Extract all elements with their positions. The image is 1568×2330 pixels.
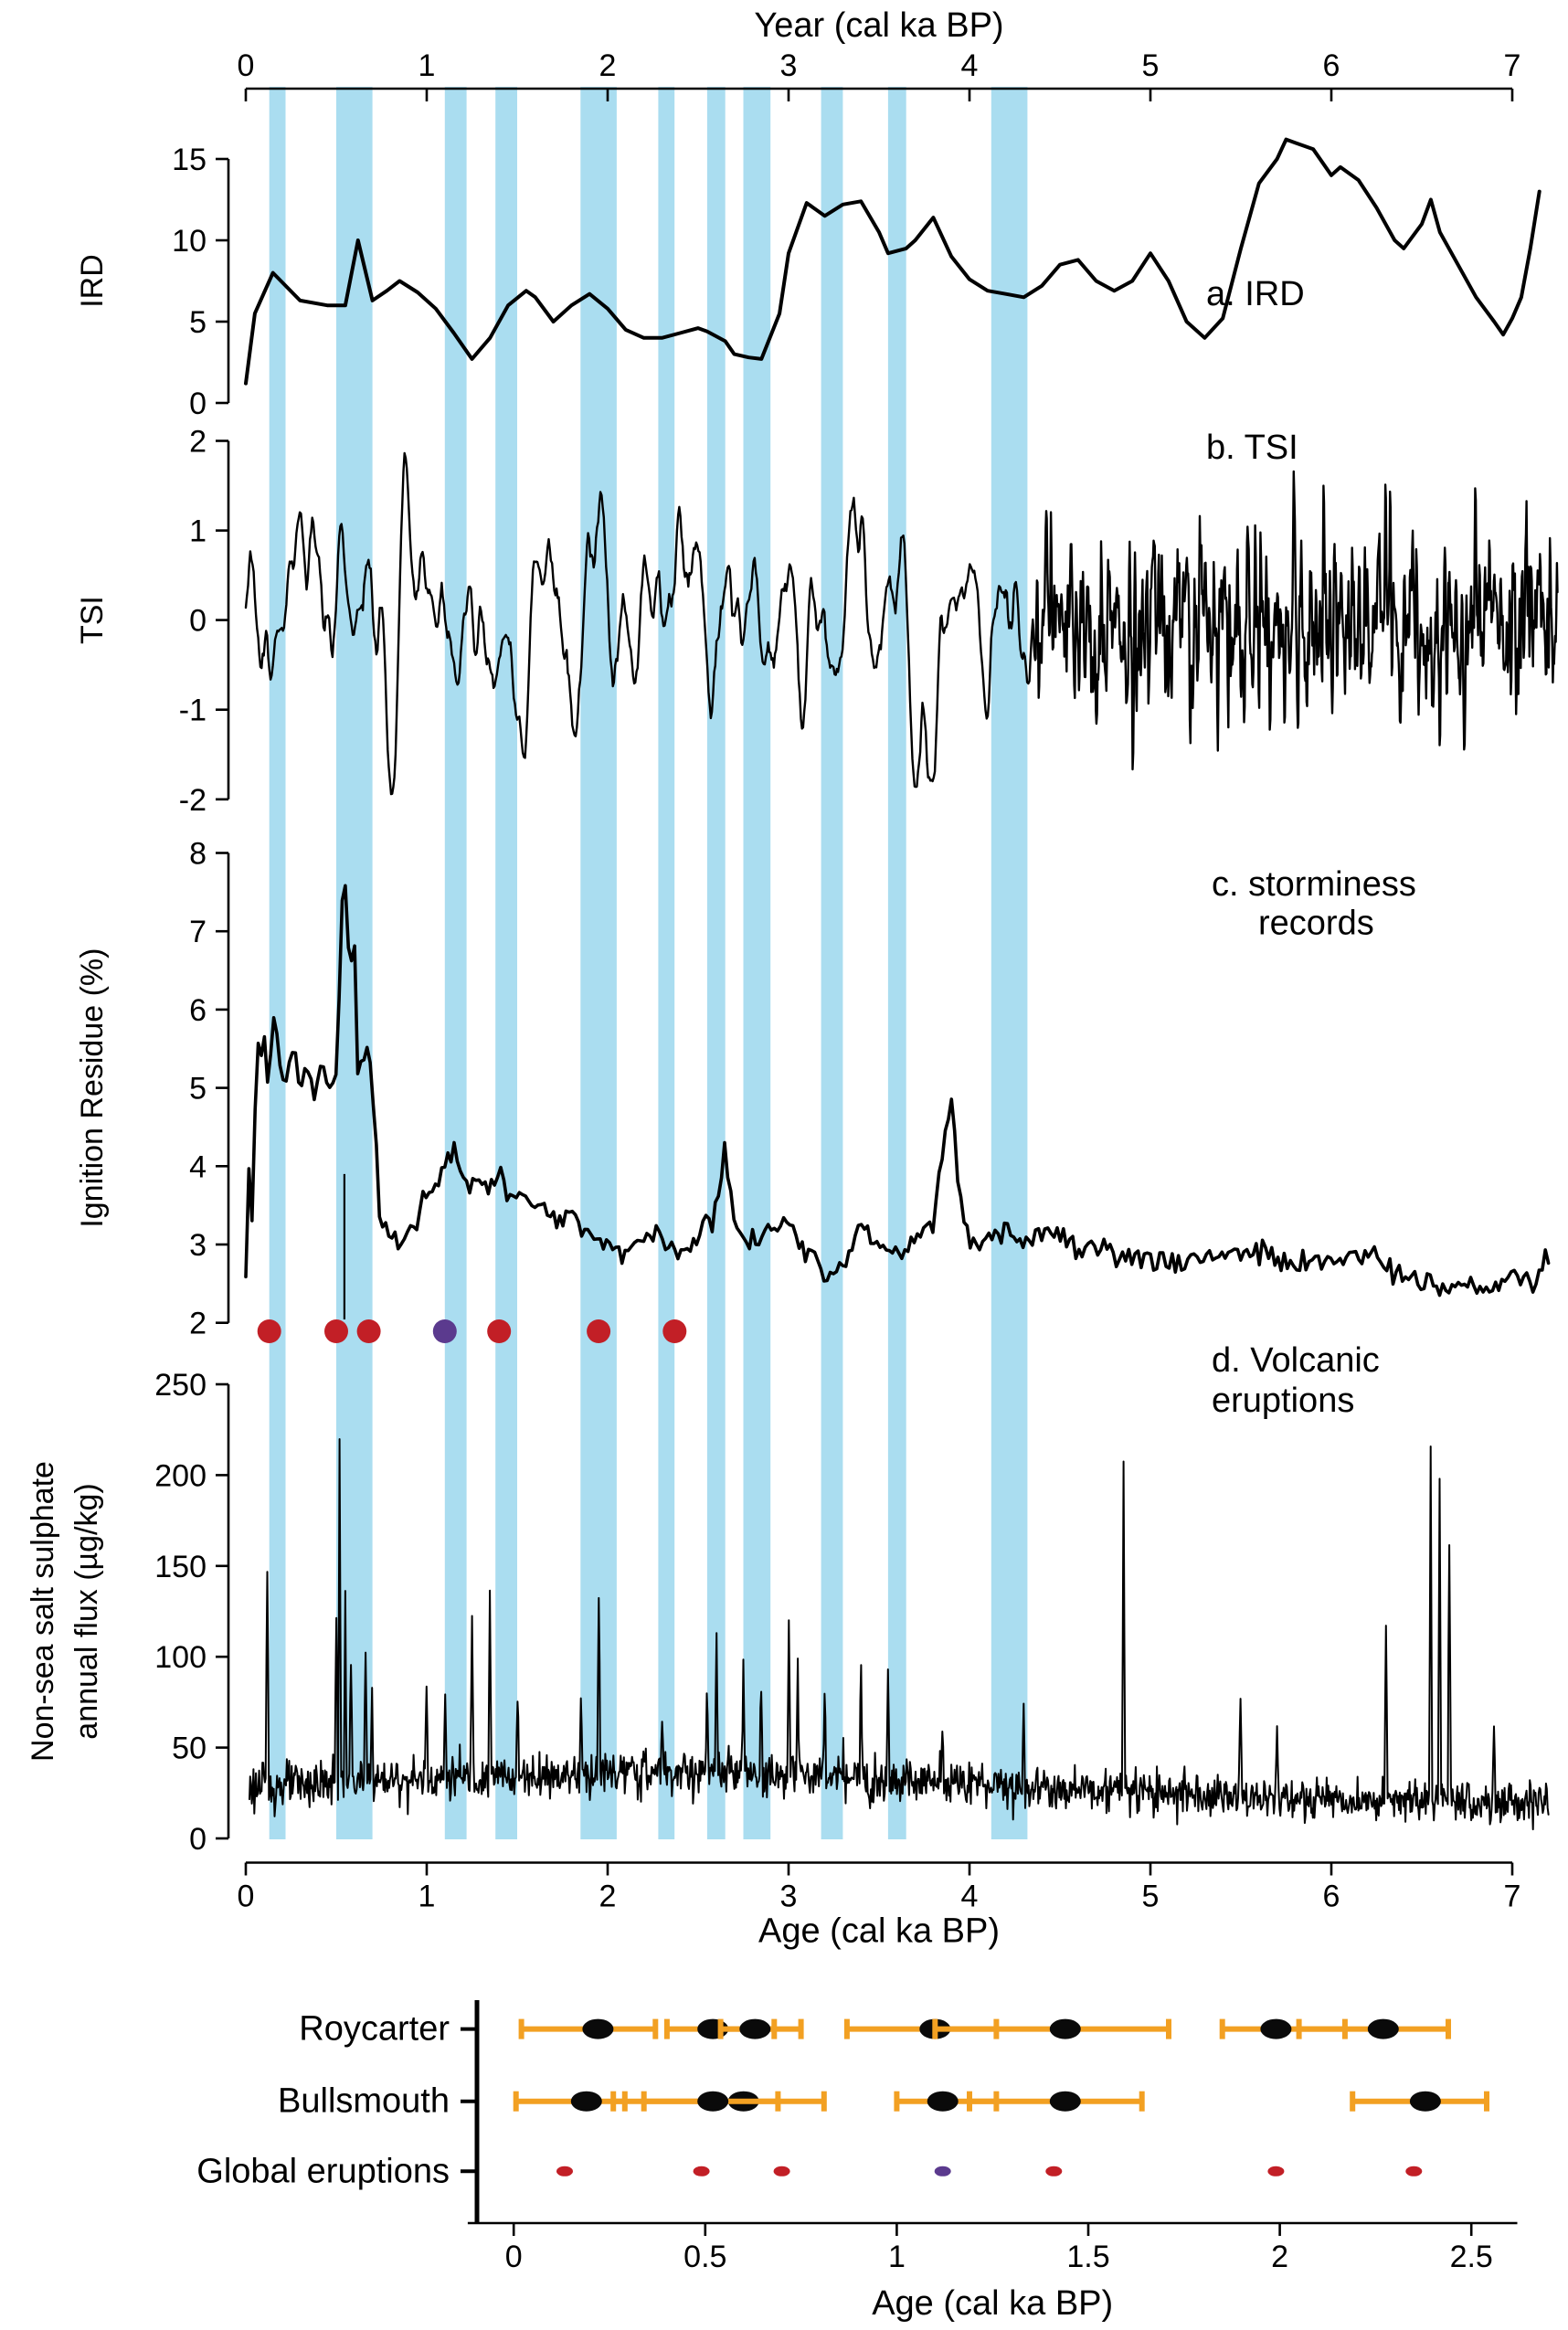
svg-text:-2: -2 [179, 783, 207, 818]
svg-text:6: 6 [1323, 1880, 1340, 1914]
svg-text:1: 1 [418, 48, 436, 83]
svg-text:0: 0 [189, 1822, 207, 1857]
svg-text:2: 2 [599, 1880, 617, 1914]
svg-text:IRD: IRD [75, 254, 110, 308]
svg-text:2: 2 [1271, 2240, 1288, 2274]
svg-text:0: 0 [238, 48, 255, 83]
svg-text:Bullsmouth: Bullsmouth [278, 2082, 450, 2121]
svg-text:d. Volcanic: d. Volcanic [1212, 1341, 1380, 1380]
svg-text:3: 3 [189, 1228, 207, 1263]
svg-text:2: 2 [599, 48, 617, 83]
svg-text:0: 0 [189, 604, 207, 639]
svg-text:annual flux (µg/kg): annual flux (µg/kg) [69, 1483, 104, 1739]
svg-text:4: 4 [961, 1880, 979, 1914]
svg-text:a. IRD: a. IRD [1206, 275, 1305, 313]
svg-text:0: 0 [505, 2240, 523, 2274]
svg-text:b. TSI: b. TSI [1206, 429, 1298, 467]
svg-text:eruptions: eruptions [1212, 1382, 1354, 1420]
svg-text:2: 2 [189, 425, 207, 460]
svg-text:6: 6 [1323, 48, 1340, 83]
svg-text:Year (cal ka BP): Year (cal ka BP) [754, 6, 1003, 45]
svg-text:2.5: 2.5 [1450, 2240, 1493, 2274]
svg-text:4: 4 [189, 1149, 207, 1184]
svg-text:150: 150 [154, 1550, 207, 1584]
svg-text:Age (cal ka BP): Age (cal ka BP) [758, 1912, 1000, 1951]
svg-text:50: 50 [172, 1732, 207, 1766]
svg-text:8: 8 [189, 837, 207, 872]
svg-text:7: 7 [189, 915, 207, 949]
svg-text:TSI: TSI [75, 596, 110, 644]
svg-text:200: 200 [154, 1458, 207, 1493]
svg-text:7: 7 [1504, 1880, 1521, 1914]
svg-text:Ignition Residue (%): Ignition Residue (%) [75, 948, 110, 1228]
svg-text:Roycarter: Roycarter [299, 2010, 450, 2049]
svg-text:Global eruptions: Global eruptions [196, 2152, 450, 2190]
svg-text:100: 100 [154, 1640, 207, 1675]
svg-text:10: 10 [172, 224, 207, 259]
svg-text:1: 1 [888, 2240, 906, 2274]
svg-text:5: 5 [189, 1072, 207, 1107]
svg-text:-1: -1 [179, 694, 207, 728]
svg-text:5: 5 [1142, 1880, 1160, 1914]
svg-text:Age (cal ka BP): Age (cal ka BP) [872, 2284, 1113, 2323]
svg-text:5: 5 [189, 305, 207, 340]
svg-text:3: 3 [780, 48, 798, 83]
svg-text:1: 1 [189, 514, 207, 549]
svg-text:1: 1 [418, 1880, 436, 1914]
svg-text:6: 6 [189, 993, 207, 1028]
svg-text:c. storminess: c. storminess [1212, 865, 1416, 904]
svg-text:7: 7 [1504, 48, 1521, 83]
svg-text:4: 4 [961, 48, 979, 83]
svg-text:0: 0 [189, 387, 207, 421]
svg-text:0.5: 0.5 [683, 2240, 726, 2274]
svg-text:0: 0 [238, 1880, 255, 1914]
svg-text:15: 15 [172, 143, 207, 177]
svg-text:records: records [1258, 905, 1374, 943]
svg-text:250: 250 [154, 1368, 207, 1403]
svg-text:2: 2 [189, 1307, 207, 1341]
svg-text:3: 3 [780, 1880, 798, 1914]
svg-text:5: 5 [1142, 48, 1160, 83]
svg-text:1.5: 1.5 [1066, 2240, 1109, 2274]
svg-text:Non-sea salt sulphate: Non-sea salt sulphate [26, 1461, 60, 1762]
